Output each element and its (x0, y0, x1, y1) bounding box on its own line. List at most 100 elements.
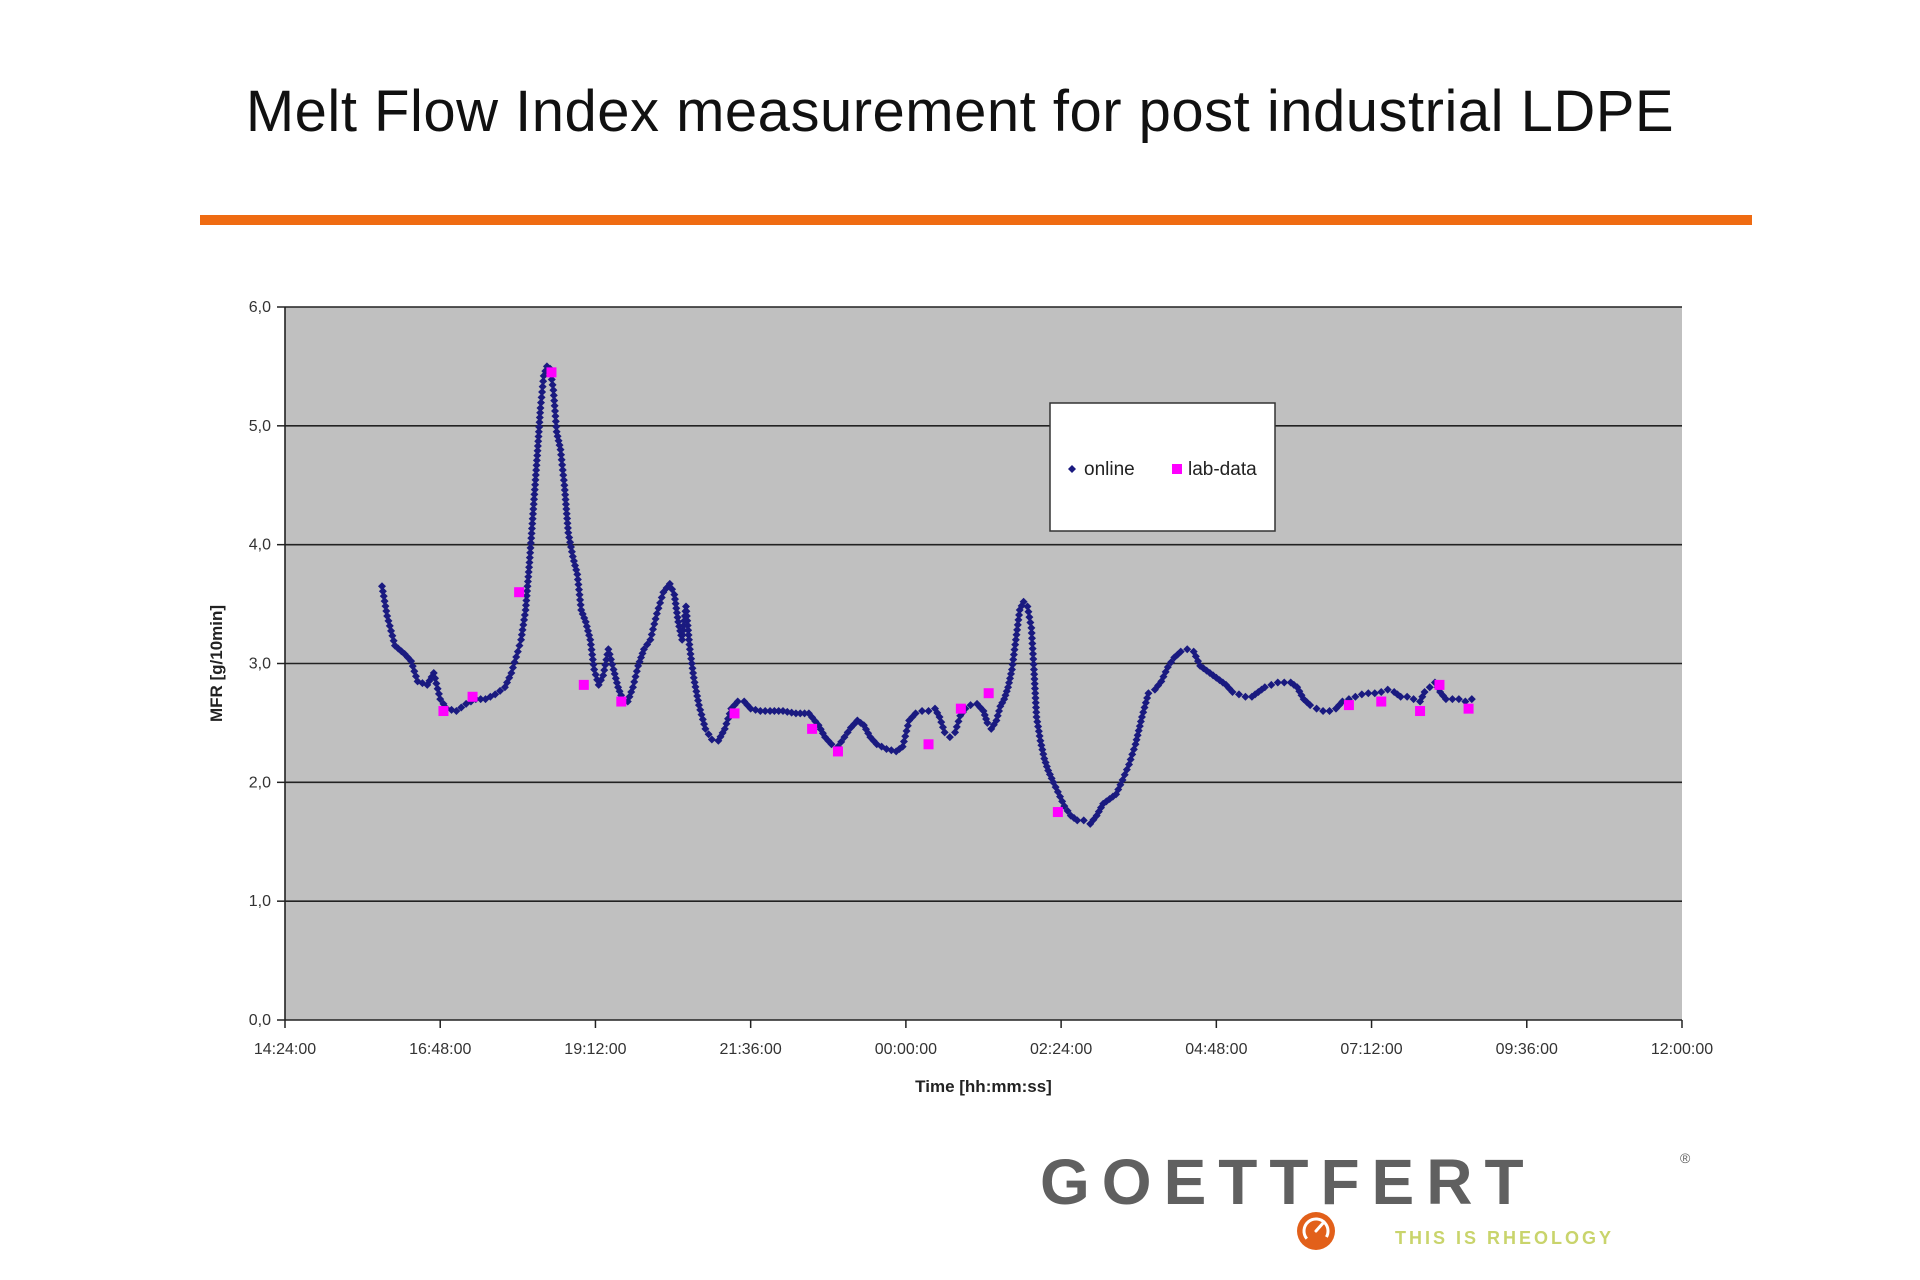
online-point (1280, 678, 1289, 687)
lab-data-point (1463, 703, 1474, 714)
x-tick-label: 07:12:00 (1340, 1041, 1402, 1058)
lab-data-point (467, 691, 478, 702)
online-point (1364, 689, 1373, 698)
online-point (538, 387, 547, 396)
online-point (561, 500, 570, 509)
online-point (918, 707, 927, 716)
online-point (678, 635, 687, 644)
lab-data-point (1052, 807, 1063, 818)
online-point (563, 519, 572, 528)
online-point (523, 587, 532, 596)
online-point (1029, 655, 1038, 664)
online-point (689, 669, 698, 678)
lab-data-point (514, 587, 525, 598)
x-tick-label: 00:00:00 (875, 1041, 937, 1058)
online-point (523, 582, 532, 591)
online-point (526, 548, 535, 557)
online-point (529, 509, 538, 518)
online-point (1031, 689, 1040, 698)
online-point (575, 590, 584, 599)
online-point (1454, 695, 1463, 704)
online-point (678, 630, 687, 639)
y-tick-label: 6,0 (249, 299, 271, 316)
online-point (1234, 690, 1243, 699)
online-point (1024, 607, 1033, 616)
online-point (525, 553, 534, 562)
lab-data-point (616, 696, 627, 707)
y-tick-label: 0,0 (249, 1012, 271, 1029)
online-point (576, 595, 585, 604)
x-tick-label: 21:36:00 (720, 1041, 782, 1058)
online-point (532, 456, 541, 465)
online-point (513, 647, 522, 656)
online-point (701, 724, 710, 733)
online-point (531, 475, 540, 484)
y-tick-label: 3,0 (249, 656, 271, 673)
online-point (505, 673, 514, 682)
online-point (496, 686, 505, 695)
online-point (1461, 697, 1470, 706)
online-point (533, 446, 542, 455)
online-point (1396, 692, 1405, 701)
online-point (1420, 688, 1429, 697)
online-point (1467, 695, 1476, 704)
lab-data-point (832, 746, 843, 757)
online-point (558, 460, 567, 469)
online-point (682, 611, 691, 620)
online-point (1425, 683, 1434, 692)
online-point (707, 735, 716, 744)
online-point (532, 466, 541, 475)
online-point (682, 607, 691, 616)
online-point (630, 677, 639, 686)
y-tick-label: 5,0 (249, 418, 271, 435)
online-point (1014, 615, 1023, 624)
online-point (529, 505, 538, 514)
online-point (587, 645, 596, 654)
online-point (563, 524, 572, 533)
lab-data-point (1415, 706, 1426, 717)
online-point (535, 413, 544, 422)
legend-lab-marker (1172, 464, 1182, 474)
online-point (563, 514, 572, 523)
online-point (589, 660, 598, 669)
online-point (588, 655, 597, 664)
online-point (527, 524, 536, 533)
lab-data-point (438, 706, 449, 717)
online-point (1144, 689, 1153, 698)
y-tick-label: 1,0 (249, 893, 271, 910)
brand-block: GOETTFERT ® THIS IS RHEOLOGY (1040, 1150, 1690, 1280)
online-point (378, 582, 387, 591)
y-axis-title: MFR [g/10min] (207, 605, 226, 722)
online-point (560, 481, 569, 490)
online-point (531, 470, 540, 479)
online-point (688, 664, 697, 673)
online-point (561, 490, 570, 499)
online-point (601, 660, 610, 669)
online-point (1403, 692, 1412, 701)
online-point (522, 596, 531, 605)
online-point (1228, 688, 1237, 697)
online-point (600, 666, 609, 675)
online-point (1011, 640, 1020, 649)
online-point (686, 649, 695, 658)
x-tick-label: 09:36:00 (1496, 1041, 1558, 1058)
online-point (525, 563, 534, 572)
online-point (552, 422, 561, 431)
online-point (1351, 692, 1360, 701)
online-point (681, 602, 690, 611)
online-point (520, 615, 529, 624)
online-point (1013, 625, 1022, 634)
online-point (1012, 630, 1021, 639)
online-point (452, 707, 461, 716)
brand-registered-mark: ® (1680, 1150, 1691, 1166)
online-point (536, 408, 545, 417)
online-point (551, 417, 560, 426)
online-point (1009, 655, 1018, 664)
online-point (537, 398, 546, 407)
online-point (550, 396, 559, 405)
online-point (1026, 618, 1035, 627)
online-point (476, 695, 485, 704)
online-point (548, 380, 557, 389)
online-point (1027, 629, 1036, 638)
online-point (525, 558, 534, 567)
